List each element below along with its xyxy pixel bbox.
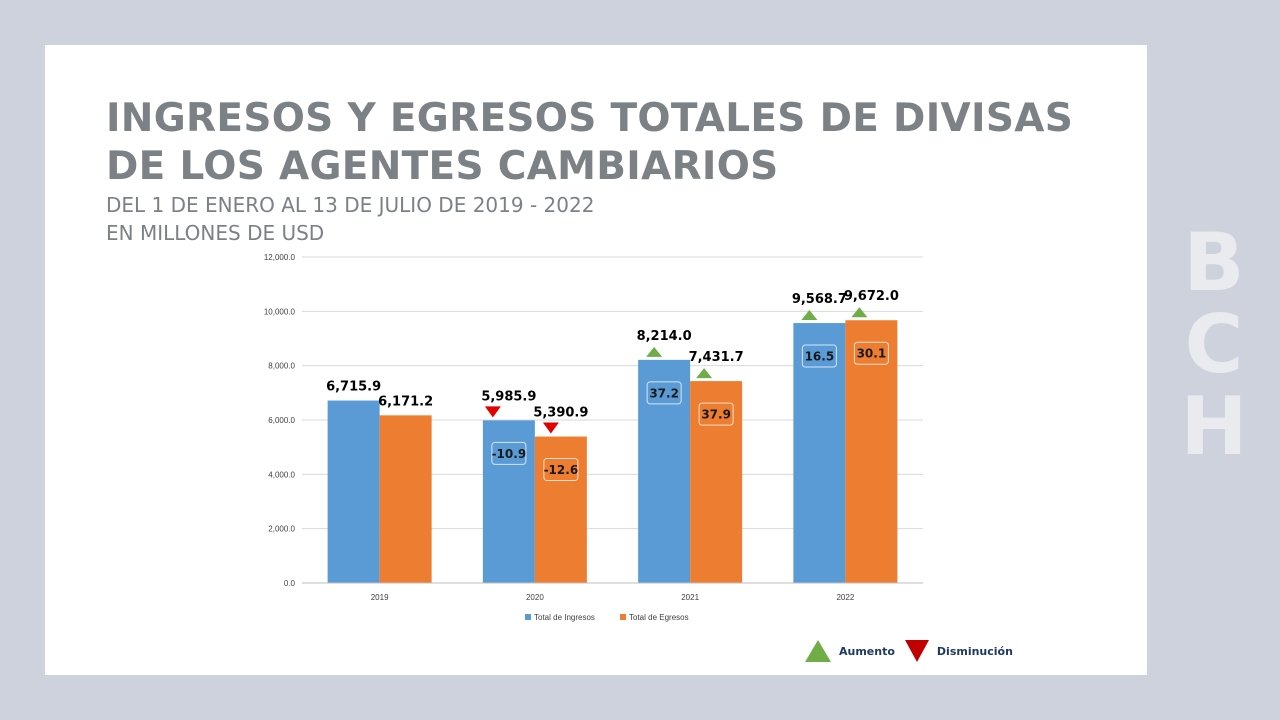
- pct-change-label: -12.6: [544, 463, 579, 477]
- bar-chart: 0.0 2,000.0 4,000.0 6,000.0 8,000.0 10,000.0 1…: [264, 253, 923, 622]
- pct-change-box: [543, 458, 579, 482]
- data-label: 6,715.9: [326, 380, 381, 395]
- slide: INGRESOS Y EGRESOS TOTALES DE DIVISAS DE…: [45, 45, 1147, 675]
- pct-change-box: [646, 381, 682, 405]
- pct-change-label: 37.2: [649, 386, 679, 400]
- x-tick-label: 2021: [681, 593, 699, 602]
- pct-change-box: [491, 441, 527, 465]
- x-tick-label: 2022: [836, 593, 854, 602]
- bar: [793, 323, 846, 583]
- y-tick-label: 2,000.0: [268, 525, 295, 534]
- chart-title: INGRESOS Y EGRESOS TOTALES DE DIVISAS DE…: [106, 95, 1073, 191]
- decrease-triangle-icon: [542, 422, 559, 434]
- decrease-label: Disminución: [936, 644, 1013, 658]
- logo-letter-h: H: [1180, 380, 1248, 473]
- legend-entry: Total de Ingresos: [534, 613, 595, 622]
- data-label: 7,431.7: [689, 350, 744, 365]
- pct-change-label: 16.5: [805, 350, 835, 364]
- y-tick-label: 0.0: [284, 579, 296, 588]
- x-tick-label: 2020: [526, 593, 544, 602]
- increase-label: Aumento: [839, 644, 895, 658]
- data-label: 9,672.0: [844, 289, 899, 304]
- logo-letter-c: C: [1184, 298, 1244, 391]
- data-label: 8,214.0: [637, 329, 692, 344]
- title-line-2: DE LOS AGENTES CAMBIARIOS: [106, 144, 779, 189]
- trend-legend: Aumento Disminución: [805, 640, 1023, 662]
- logo-letter-b: B: [1183, 216, 1245, 309]
- bch-logo: B C H: [1176, 222, 1252, 468]
- increase-triangle-icon: [805, 640, 831, 662]
- legend-entry: Total de Egresos: [629, 613, 689, 622]
- pct-change-label: -10.9: [492, 447, 527, 461]
- bar: [327, 400, 380, 583]
- decrease-triangle-icon: [904, 640, 929, 662]
- legend-swatch: [525, 614, 531, 620]
- y-tick-label: 12,000.0: [264, 253, 296, 262]
- y-tick-label: 4,000.0: [268, 470, 295, 479]
- subtitle-line-1: DEL 1 DE ENERO AL 13 DE JULIO DE 2019 - …: [106, 193, 595, 217]
- data-label: 9,568.7: [792, 292, 847, 307]
- increase-triangle-icon: [646, 346, 663, 357]
- pct-change-label: 30.1: [857, 347, 887, 361]
- bar: [379, 415, 432, 583]
- legend-swatch: [620, 614, 626, 620]
- data-label: 6,171.2: [378, 394, 433, 409]
- increase-triangle-icon: [851, 307, 868, 318]
- title-line-1: INGRESOS Y EGRESOS TOTALES DE DIVISAS: [106, 96, 1074, 141]
- data-label: 5,985.9: [481, 389, 536, 404]
- increase-triangle-icon: [696, 368, 713, 379]
- y-tick-label: 10,000.0: [264, 307, 296, 316]
- y-tick-label: 6,000.0: [268, 416, 295, 425]
- y-tick-label: 8,000.0: [268, 362, 295, 371]
- pct-change-label: 37.9: [701, 408, 731, 422]
- pct-change-box: [698, 402, 734, 426]
- bar: [482, 420, 535, 583]
- pct-change-box: [801, 344, 837, 368]
- decrease-triangle-icon: [484, 406, 501, 418]
- x-tick-label: 2019: [371, 593, 389, 602]
- data-label: 5,390.9: [533, 406, 588, 421]
- increase-triangle-icon: [801, 310, 818, 321]
- pct-change-box: [853, 341, 889, 365]
- subtitle-line-2: EN MILLONES DE USD: [106, 221, 325, 245]
- chart-subtitle: DEL 1 DE ENERO AL 13 DE JULIO DE 2019 - …: [106, 191, 594, 247]
